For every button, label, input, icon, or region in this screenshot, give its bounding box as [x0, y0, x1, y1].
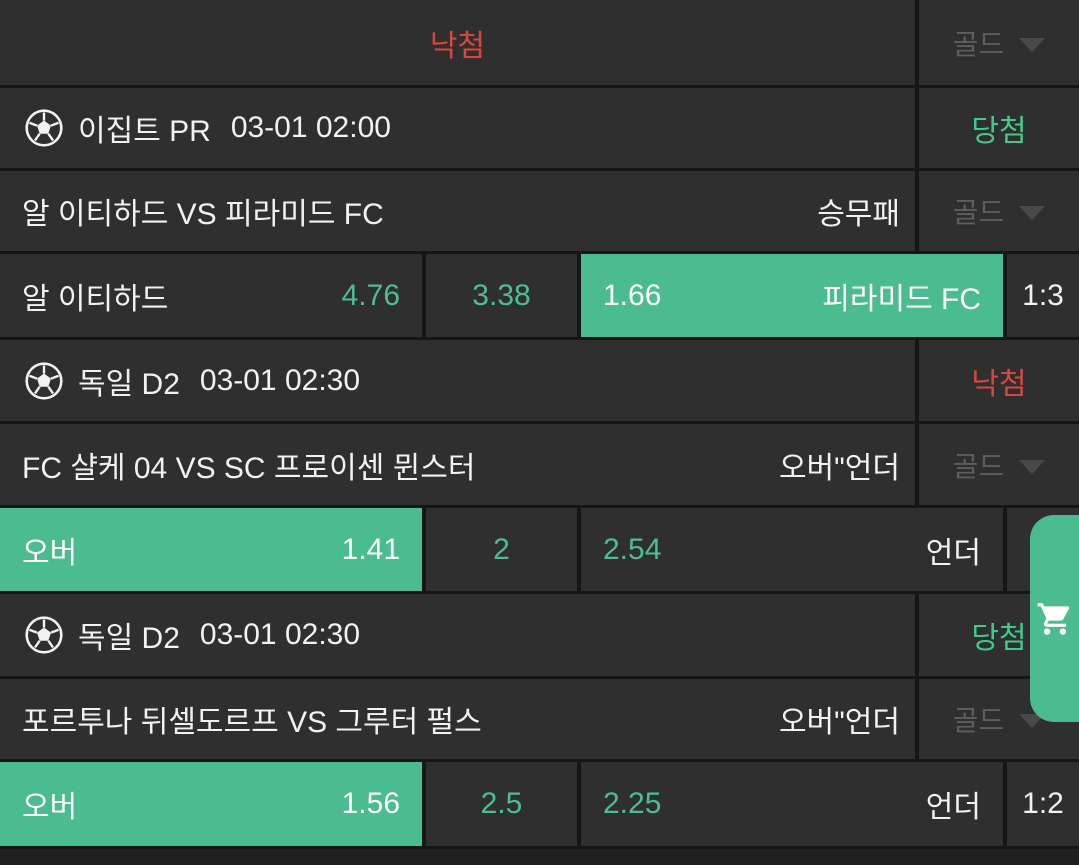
shopping-cart-icon — [1037, 602, 1070, 635]
result-status-label: 당첨 — [971, 622, 1027, 655]
odds-cell-over[interactable]: 오버 1.56 — [0, 762, 422, 846]
selection-label: 오버 — [22, 536, 78, 570]
filter-label: 골드 — [952, 28, 1005, 60]
soccer-ball-icon — [25, 616, 63, 654]
filter-label: 골드 — [952, 705, 1005, 736]
odds-value: 2.25 — [603, 787, 662, 820]
chevron-down-icon — [1019, 459, 1046, 474]
odds-cell-draw[interactable]: 3.38 — [426, 254, 577, 337]
odds-value: 1.66 — [603, 278, 662, 312]
result-status-label: 당첨 — [971, 115, 1027, 148]
market-type-label: 승무패 — [817, 198, 900, 231]
slip-status-label: 낙첨 — [429, 29, 486, 63]
odds-cell-home[interactable]: 알 이티하드 4.76 — [0, 254, 422, 337]
result-status-label: 낙첨 — [971, 367, 1027, 401]
odds-cell-away[interactable]: 1.66 피라미드 FC — [581, 254, 1003, 337]
odds-cell-over[interactable]: 오버 1.41 — [0, 508, 422, 591]
match-title-row: FC 샬케 04 VS SC 프로이센 뮌스터 오버"언더 골드 — [0, 424, 1079, 505]
league-name: 독일 D2 — [78, 622, 180, 655]
match-title: 포르투나 뒤셀도르프 VS 그루터 펄스 — [22, 706, 482, 739]
match-datetime: 03-01 02:00 — [230, 111, 391, 144]
league-name: 이집트 PR — [78, 115, 211, 148]
odds-value: 3.38 — [472, 278, 531, 312]
line-value: 2 — [493, 532, 510, 566]
odds-value: 2.54 — [603, 532, 662, 566]
match-title-zone: 포르투나 뒤셀도르프 VS 그루터 펄스 오버"언더 — [0, 679, 915, 759]
score-value: 1:2 — [1022, 787, 1064, 820]
cart-button[interactable] — [1030, 515, 1079, 722]
selection-label: 오버 — [22, 791, 78, 824]
league-info: 독일 D2 03-01 02:30 — [0, 594, 915, 676]
odds-cell-under[interactable]: 2.54 언더 — [581, 508, 1003, 591]
soccer-ball-icon — [25, 361, 63, 400]
match-datetime: 03-01 02:30 — [199, 618, 361, 651]
chevron-down-icon — [1019, 206, 1046, 220]
slip-header-row: 낙첨 골드 — [0, 0, 1079, 85]
match-title: 알 이티하드 VS 피라미드 FC — [22, 198, 384, 231]
chevron-down-icon — [1019, 714, 1046, 728]
league-info: 이집트 PR 03-01 02:00 — [0, 88, 915, 168]
market-type-label: 오버"언더 — [778, 451, 900, 485]
score-value: 1:3 — [1022, 278, 1064, 312]
odds-row: 오버 1.41 2 2.54 언더 - — [0, 508, 1079, 591]
league-row: 독일 D2 03-01 02:30 낙첨 — [0, 340, 1079, 421]
match-datetime: 03-01 02:30 — [199, 363, 361, 397]
match-title-row: 포르투나 뒤셀도르프 VS 그루터 펄스 오버"언더 골드 — [0, 679, 1079, 759]
soccer-ball-icon — [25, 109, 63, 147]
selection-label: 알 이티하드 — [22, 282, 169, 316]
league-name: 독일 D2 — [78, 367, 180, 401]
odds-value: 4.76 — [341, 278, 400, 312]
odds-row: 알 이티하드 4.76 3.38 1.66 피라미드 FC 1:3 — [0, 254, 1079, 337]
league-info: 독일 D2 03-01 02:30 — [0, 340, 915, 421]
odds-cell-under[interactable]: 2.25 언더 — [581, 762, 1003, 846]
selection-label: 언더 — [925, 536, 981, 570]
next-section-partial — [0, 849, 1079, 865]
chevron-down-icon — [1019, 37, 1046, 52]
league-row: 이집트 PR 03-01 02:00 당첨 — [0, 88, 1079, 168]
slip-filter-dropdown[interactable]: 골드 — [919, 0, 1079, 85]
selection-label: 피라미드 FC — [822, 282, 981, 316]
slip-status-zone: 낙첨 — [0, 0, 915, 85]
filter-label: 골드 — [952, 450, 1005, 482]
odds-cell-line[interactable]: 2.5 — [426, 762, 577, 846]
filter-label: 골드 — [952, 197, 1005, 228]
league-row: 독일 D2 03-01 02:30 당첨 — [0, 594, 1079, 676]
line-value: 2.5 — [480, 787, 523, 820]
selection-label: 언더 — [925, 791, 981, 824]
match-title-zone: FC 샬케 04 VS SC 프로이센 뮌스터 오버"언더 — [0, 424, 915, 505]
match-title-zone: 알 이티하드 VS 피라미드 FC 승무패 — [0, 171, 915, 251]
match-title-row: 알 이티하드 VS 피라미드 FC 승무패 골드 — [0, 171, 1079, 251]
match-title: FC 샬케 04 VS SC 프로이센 뮌스터 — [22, 451, 476, 485]
market-type-label: 오버"언더 — [778, 706, 900, 739]
score-cell: 1:3 — [1007, 254, 1079, 337]
result-status-cell: 낙첨 — [919, 340, 1079, 421]
score-cell: 1:2 — [1007, 762, 1079, 846]
match-filter-dropdown[interactable]: 골드 — [919, 424, 1079, 505]
odds-value: 1.41 — [341, 532, 400, 566]
match-filter-dropdown[interactable]: 골드 — [919, 171, 1079, 251]
odds-cell-line[interactable]: 2 — [426, 508, 577, 591]
odds-row: 오버 1.56 2.5 2.25 언더 1:2 — [0, 762, 1079, 846]
result-status-cell: 당첨 — [919, 88, 1079, 168]
odds-value: 1.56 — [341, 787, 400, 820]
